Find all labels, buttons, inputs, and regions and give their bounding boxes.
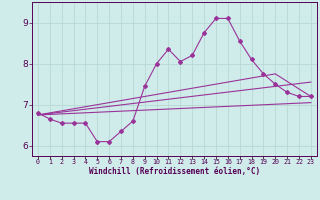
X-axis label: Windchill (Refroidissement éolien,°C): Windchill (Refroidissement éolien,°C) (89, 167, 260, 176)
